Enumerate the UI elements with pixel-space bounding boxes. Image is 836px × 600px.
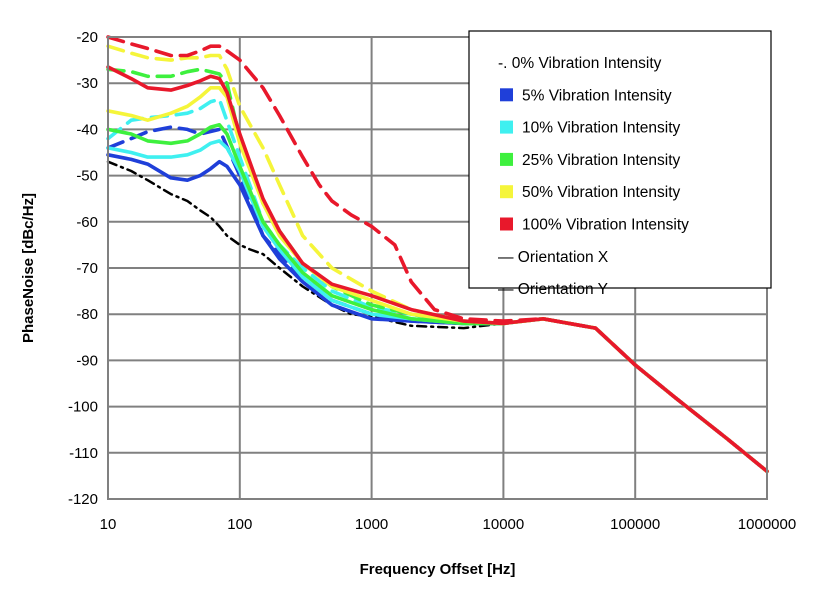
y-tick-label: -50 [76, 168, 98, 185]
x-axis-label: Frequency Offset [Hz] [360, 561, 516, 578]
x-tick-label: 100000 [610, 516, 660, 533]
x-tick-label: 10 [100, 516, 117, 533]
legend-swatch [500, 217, 513, 231]
y-tick-label: -70 [76, 260, 98, 277]
x-tick-label: 100 [227, 516, 252, 533]
legend-label: 25% Vibration Intensity [522, 152, 681, 169]
y-tick-label: -60 [76, 214, 98, 231]
legend-label: 100% Vibration Intensity [522, 217, 689, 234]
y-tick-label: -20 [76, 29, 98, 46]
legend-swatch [500, 185, 513, 199]
x-tick-label: 10000 [483, 516, 525, 533]
legend: -. 0% Vibration Intensity 5% Vibration In… [468, 30, 772, 298]
y-tick-label: -90 [76, 352, 98, 369]
legend-label: 50% Vibration Intensity [522, 184, 681, 201]
legend-label: 10% Vibration Intensity [522, 120, 681, 137]
series-line [106, 65, 769, 474]
legend-label: -. 0% Vibration Intensity [498, 55, 662, 72]
series-layer [106, 35, 769, 474]
legend-swatch [500, 120, 513, 134]
legend-label: — Orientation Y [498, 281, 608, 298]
y-tick-label: -40 [76, 121, 98, 138]
legend-label: 5% Vibration Intensity [522, 87, 672, 104]
y-tick-label: -110 [69, 445, 98, 462]
y-axis-ticks: -20 -30 -40 -50 -60 -70 -80 -90 -100 -110 -120 [68, 29, 98, 508]
x-axis-ticks: 10 100 1000 10000 100000 1000000 [100, 516, 797, 533]
legend-box [468, 30, 772, 289]
y-tick-label: -120 [68, 491, 98, 508]
y-tick-label: -80 [76, 306, 98, 323]
y-axis-label: PhaseNoise [dBc/Hz] [20, 193, 37, 343]
legend-label: — Orientation X [498, 249, 609, 266]
x-tick-label: 1000 [355, 516, 388, 533]
y-tick-label: -30 [76, 75, 98, 92]
x-tick-label: 1000000 [738, 516, 796, 533]
y-tick-label: -100 [68, 399, 98, 416]
legend-swatch [500, 152, 513, 166]
legend-swatch [500, 88, 513, 102]
